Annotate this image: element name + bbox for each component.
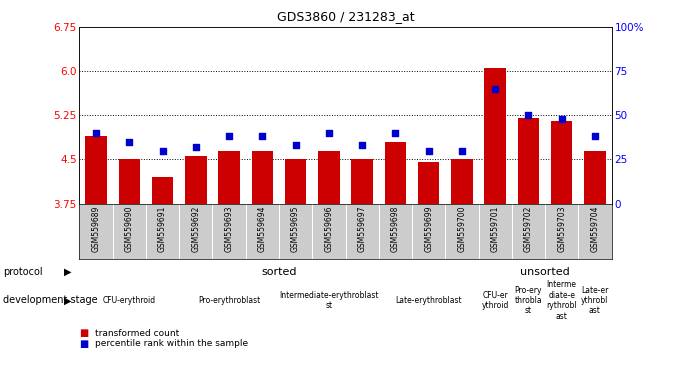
Text: ■: ■ [79, 328, 88, 338]
Point [323, 130, 334, 136]
Bar [551, 121, 572, 204]
Bar [484, 68, 506, 204]
Text: development stage: development stage [3, 295, 98, 306]
Text: GSM559697: GSM559697 [358, 206, 367, 252]
Bar [518, 118, 539, 204]
Text: GSM559704: GSM559704 [590, 206, 599, 252]
Point [556, 116, 567, 122]
Text: ■: ■ [79, 339, 88, 349]
Text: Pro-erythroblast: Pro-erythroblast [198, 296, 261, 305]
Text: Interme
diate-e
rythrobl
ast: Interme diate-e rythrobl ast [547, 280, 577, 321]
Text: GSM559696: GSM559696 [324, 206, 333, 252]
Text: unsorted: unsorted [520, 266, 570, 277]
Bar [385, 142, 406, 204]
Text: GSM559699: GSM559699 [424, 206, 433, 252]
Text: GSM559695: GSM559695 [291, 206, 300, 252]
Point [423, 147, 434, 154]
Point [224, 133, 235, 139]
Text: GSM559693: GSM559693 [225, 206, 234, 252]
Bar [418, 162, 439, 204]
Text: percentile rank within the sample: percentile rank within the sample [95, 339, 248, 348]
Text: GSM559703: GSM559703 [557, 206, 566, 252]
Bar [85, 136, 107, 204]
Text: GSM559692: GSM559692 [191, 206, 200, 252]
Bar [584, 151, 606, 204]
Text: Intermediate-erythroblast
st: Intermediate-erythroblast st [279, 291, 379, 310]
Text: sorted: sorted [261, 266, 296, 277]
Point [290, 142, 301, 148]
Bar [119, 159, 140, 204]
Point [490, 86, 501, 92]
Bar [451, 159, 473, 204]
Point [589, 133, 600, 139]
Bar [218, 151, 240, 204]
Bar [185, 156, 207, 204]
Text: transformed count: transformed count [95, 329, 179, 338]
Bar [318, 151, 340, 204]
Point [357, 142, 368, 148]
Text: Pro-ery
throbla
st: Pro-ery throbla st [515, 286, 542, 315]
Text: GSM559701: GSM559701 [491, 206, 500, 252]
Point [523, 112, 534, 118]
Text: GSM559690: GSM559690 [125, 206, 134, 252]
Text: GSM559700: GSM559700 [457, 206, 466, 252]
Text: CFU-er
ythroid: CFU-er ythroid [482, 291, 509, 310]
Text: GSM559702: GSM559702 [524, 206, 533, 252]
Bar [285, 159, 306, 204]
Point [257, 133, 268, 139]
Text: GSM559694: GSM559694 [258, 206, 267, 252]
Text: GSM559698: GSM559698 [391, 206, 400, 252]
Text: GDS3860 / 231283_at: GDS3860 / 231283_at [276, 10, 415, 23]
Point [190, 144, 201, 150]
Text: Late-er
ythrobl
ast: Late-er ythrobl ast [581, 286, 609, 315]
Bar [152, 177, 173, 204]
Point [124, 139, 135, 145]
Text: GSM559689: GSM559689 [92, 206, 101, 252]
Bar [351, 159, 373, 204]
Point [157, 147, 168, 154]
Text: GSM559691: GSM559691 [158, 206, 167, 252]
Bar [252, 151, 273, 204]
Text: ▶: ▶ [64, 266, 72, 277]
Text: ▶: ▶ [64, 295, 72, 306]
Point [390, 130, 401, 136]
Point [456, 147, 467, 154]
Text: protocol: protocol [3, 266, 43, 277]
Point [91, 130, 102, 136]
Text: Late-erythroblast: Late-erythroblast [395, 296, 462, 305]
Text: CFU-erythroid: CFU-erythroid [103, 296, 156, 305]
